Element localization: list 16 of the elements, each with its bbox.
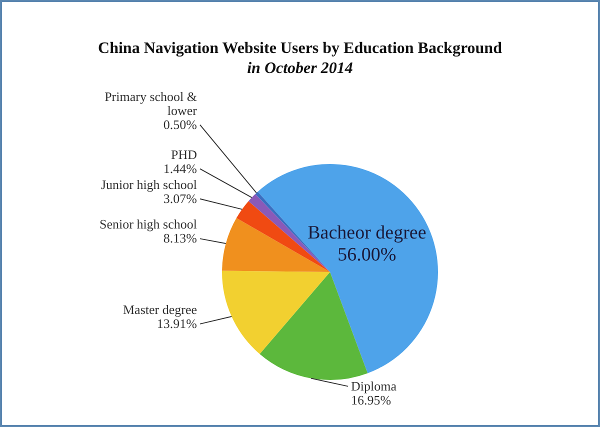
slice-label: Bacheor degree xyxy=(308,222,426,244)
slice-label: Senior high school xyxy=(100,216,198,232)
data-label: 1.44% xyxy=(163,160,198,176)
data-label: 13.91% xyxy=(156,316,198,331)
slice-label: Master degree xyxy=(123,302,198,317)
chart-title: China Navigation Website Users by Education Background xyxy=(97,40,503,58)
data-label: 8.13% xyxy=(163,230,198,246)
slice-label: Junior high school xyxy=(100,176,198,192)
data-label: 0.50% xyxy=(163,116,198,132)
slice-label: PHD xyxy=(170,146,197,162)
chart-subtitle: in October 2014 xyxy=(246,60,354,78)
data-label: 56.00% xyxy=(338,244,396,266)
slice-label: Diploma xyxy=(351,378,397,394)
data-label: 16.95% xyxy=(351,392,392,408)
slice-label: Primary school & lower xyxy=(104,88,198,118)
data-label: 3.07% xyxy=(163,190,198,206)
